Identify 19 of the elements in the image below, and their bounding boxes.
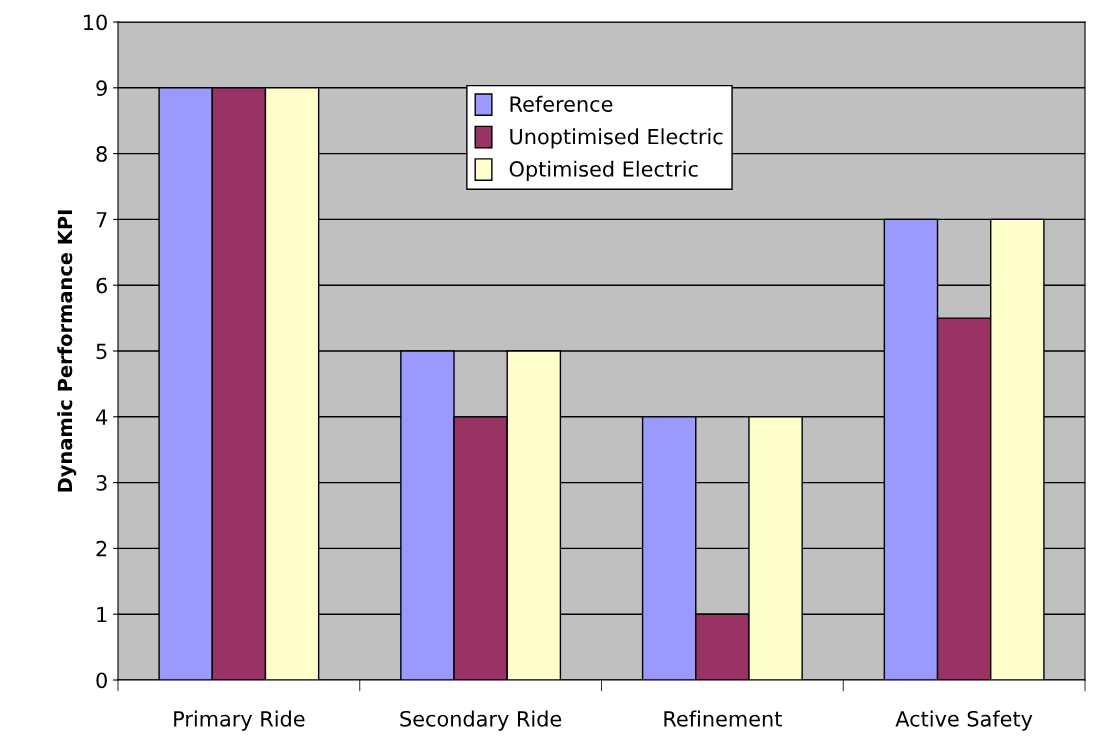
y-tick-label: 7	[96, 212, 107, 228]
y-tick-label: 5	[96, 343, 107, 360]
y-tick-label: 0	[96, 672, 107, 689]
y-tick-label: 2	[96, 540, 107, 557]
x-tick-label: Refinement	[664, 710, 782, 727]
y-tick-label: 4	[96, 409, 108, 425]
y-tick-label: 8	[96, 146, 107, 162]
legend-label: Optimised Electric	[509, 160, 698, 181]
y-tick-label: 1	[97, 606, 107, 623]
y-tick-label: 3	[96, 475, 107, 491]
y-tick-label: 9	[96, 80, 107, 97]
legend-label: Unoptimised Electric	[510, 128, 723, 149]
x-tick-label: Secondary Ride	[400, 710, 562, 731]
x-tick-label: Active Safety	[895, 710, 1033, 731]
y-tick-label: 6	[96, 277, 107, 294]
legend-label: Reference	[510, 95, 613, 112]
x-tick-label: Primary Ride	[174, 710, 305, 731]
y-tick-label: 10	[84, 14, 107, 31]
y-axis-title: Dynamic Performance KPI	[57, 210, 77, 492]
